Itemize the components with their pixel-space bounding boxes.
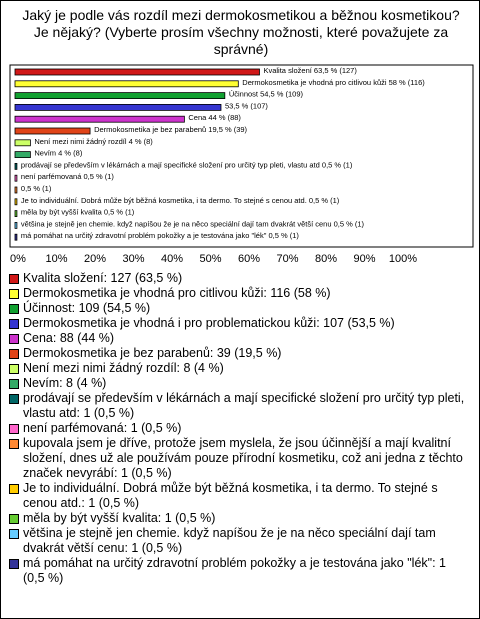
legend-item: kupovala jsem je dříve, protože jsem mys… bbox=[7, 436, 465, 481]
legend: Kvalita složení: 127 (63,5 %) Dermokosmet… bbox=[7, 271, 465, 586]
legend-label: má pomáhat na určitý zdravotní problém p… bbox=[23, 556, 446, 585]
x-tick-label: 60% bbox=[238, 253, 260, 265]
bar bbox=[14, 174, 18, 182]
legend-marker bbox=[9, 394, 19, 404]
bar bbox=[14, 92, 226, 99]
bar bbox=[14, 139, 31, 147]
legend-item: měla by být vyšší kvalita: 1 (0,5 %) bbox=[7, 511, 465, 526]
legend-label: prodávají se především v lékárnách a maj… bbox=[23, 391, 465, 420]
x-tick-label: 10% bbox=[45, 253, 67, 265]
legend-label: Dermokosmetika je vhodná i pro problemat… bbox=[23, 316, 395, 330]
legend-marker bbox=[9, 529, 19, 539]
bar-label: Účinnost 54,5 % (109) bbox=[229, 90, 304, 99]
bar bbox=[14, 221, 18, 229]
legend-label: Není mezi nimi žádný rozdíl: 8 (4 %) bbox=[23, 361, 224, 375]
chart: 0% 10% 20% 30% 40% 50% 60% 70% 80% 90% 100% Kvalita… bbox=[9, 64, 474, 265]
x-tick-label: 100% bbox=[389, 253, 417, 265]
legend-marker bbox=[9, 364, 19, 374]
chart-title: Jaký je podle vás rozdíl mezi dermokosme… bbox=[22, 7, 460, 57]
bar-label: 0,5 % (1) bbox=[21, 184, 52, 193]
bar-label: má pomáhat na určitý zdravotní problém p… bbox=[21, 231, 299, 240]
legend-item: Cena: 88 (44 %) bbox=[7, 331, 465, 346]
legend-label: není parfémovaná: 1 (0,5 %) bbox=[23, 421, 182, 435]
legend-marker bbox=[9, 484, 19, 494]
bar bbox=[14, 198, 18, 206]
bar bbox=[14, 210, 18, 218]
bar bbox=[14, 115, 185, 123]
legend-marker bbox=[9, 439, 19, 449]
bar bbox=[14, 68, 260, 76]
bar-label: Je to individuální. Dobrá může být běžná… bbox=[21, 196, 340, 205]
bar-label: měla by být vyšší kvalita 0,5 % (1) bbox=[21, 208, 135, 217]
x-tick-label: 20% bbox=[84, 253, 106, 265]
legend-item: Nevím: 8 (4 %) bbox=[7, 376, 465, 391]
legend-marker bbox=[9, 514, 19, 524]
x-tick-label: 40% bbox=[161, 253, 183, 265]
legend-item: Dermokosmetika je vhodná i pro problemat… bbox=[7, 316, 465, 331]
legend-label: Je to individuální. Dobrá může být běžná… bbox=[23, 481, 438, 510]
legend-label: kupovala jsem je dříve, protože jsem mys… bbox=[23, 436, 463, 480]
bar-label: Není mezi nimi žádný rozdíl 4 % (8) bbox=[34, 137, 153, 146]
x-tick-label: 70% bbox=[276, 253, 298, 265]
legend-label: Dermokosmetika je bez parabenů: 39 (19,5… bbox=[23, 346, 282, 360]
legend-marker bbox=[9, 559, 19, 569]
legend-item: není parfémovaná: 1 (0,5 %) bbox=[7, 421, 465, 436]
bar-label: Kvalita složení 63,5 % (127) bbox=[263, 66, 357, 75]
x-tick-label: 0% bbox=[10, 253, 26, 265]
bar bbox=[14, 104, 222, 111]
legend-marker bbox=[9, 349, 19, 359]
x-tick-label: 80% bbox=[315, 253, 337, 265]
legend-label: většina je stejně jen chemie. když napíš… bbox=[23, 526, 436, 555]
x-tick-label: 90% bbox=[353, 253, 375, 265]
bar-label: 53,5 % (107) bbox=[225, 101, 268, 110]
bar-label: není parfémovaná 0,5 % (1) bbox=[21, 172, 114, 181]
bar-label: Dermokosmetika je bez parabenů 19,5 % (3… bbox=[94, 125, 247, 134]
bar bbox=[14, 162, 18, 170]
x-tick-label: 30% bbox=[122, 253, 144, 265]
bar-label: Dermokosmetika je vhodná pro citlivou ků… bbox=[242, 78, 425, 87]
legend-marker bbox=[9, 334, 19, 344]
legend-label: Kvalita složení: 127 (63,5 %) bbox=[23, 271, 183, 285]
legend-label: měla by být vyšší kvalita: 1 (0,5 %) bbox=[23, 511, 216, 525]
bar-label: většina je stejně jen chemie. když napíš… bbox=[21, 219, 365, 228]
legend-item: Je to individuální. Dobrá může být běžná… bbox=[7, 481, 465, 511]
legend-label: Cena: 88 (44 %) bbox=[23, 331, 115, 345]
bar bbox=[14, 233, 18, 241]
legend-item: Účinnost: 109 (54,5 %) bbox=[7, 301, 465, 316]
legend-item: Dermokosmetika je bez parabenů: 39 (19,5… bbox=[7, 346, 465, 361]
bar bbox=[14, 186, 18, 194]
legend-marker bbox=[9, 289, 19, 299]
legend-label: Účinnost: 109 (54,5 %) bbox=[23, 301, 151, 315]
legend-label: Nevím: 8 (4 %) bbox=[23, 376, 107, 390]
legend-item: má pomáhat na určitý zdravotní problém p… bbox=[7, 556, 465, 586]
x-tick-label: 50% bbox=[199, 253, 221, 265]
legend-marker bbox=[9, 319, 19, 329]
legend-item: Kvalita složení: 127 (63,5 %) bbox=[7, 271, 465, 286]
legend-item: většina je stejně jen chemie. když napíš… bbox=[7, 526, 465, 556]
legend-item: Není mezi nimi žádný rozdíl: 8 (4 %) bbox=[7, 361, 465, 376]
bar bbox=[14, 127, 91, 135]
legend-marker bbox=[9, 274, 19, 284]
legend-item: Dermokosmetika je vhodná pro citlivou ků… bbox=[7, 286, 465, 301]
legend-marker bbox=[9, 304, 19, 314]
legend-item: prodávají se především v lékárnách a maj… bbox=[7, 391, 465, 421]
bar bbox=[14, 151, 31, 159]
bar bbox=[14, 80, 239, 88]
legend-marker bbox=[9, 379, 19, 389]
plot-frame bbox=[9, 64, 474, 248]
bar-label: Cena 44 % (88) bbox=[188, 113, 241, 122]
bar-label: prodávají se především v lékárnách a maj… bbox=[21, 160, 353, 169]
bar-label: Nevím 4 % (8) bbox=[34, 149, 82, 158]
legend-marker bbox=[9, 424, 19, 434]
legend-label: Dermokosmetika je vhodná pro citlivou ků… bbox=[23, 286, 331, 300]
